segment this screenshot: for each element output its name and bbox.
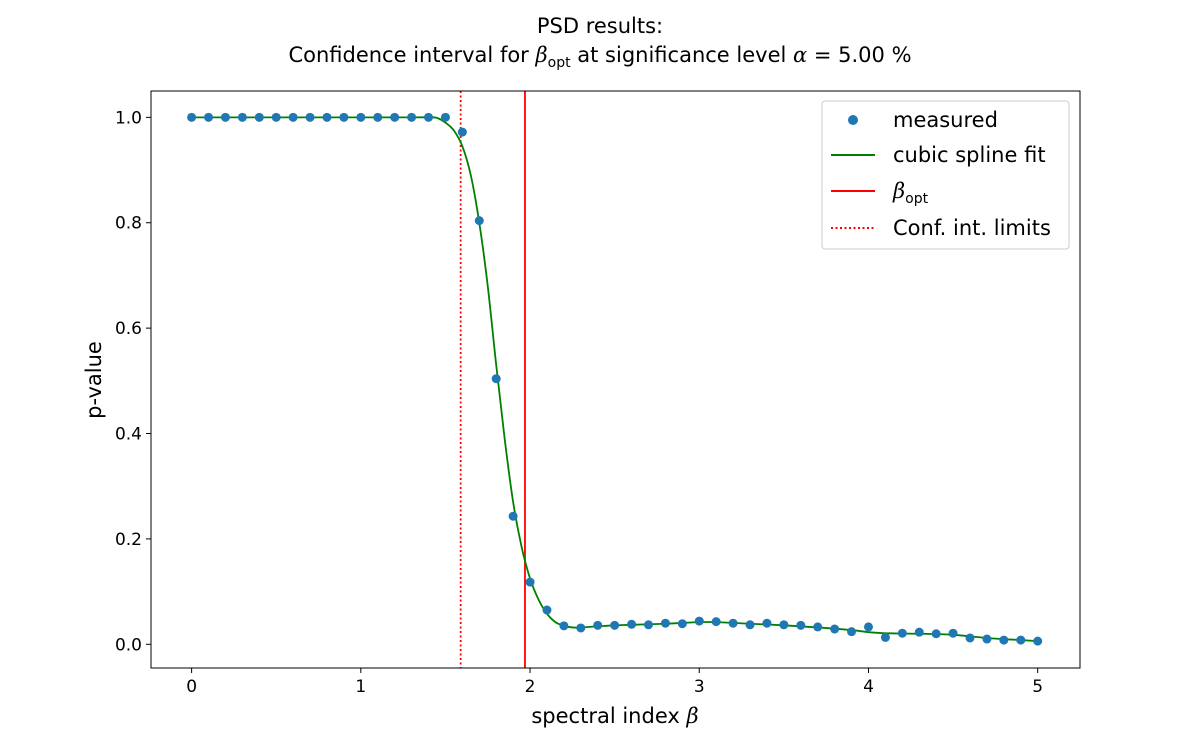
measured-point: [880, 632, 890, 642]
measured-point: [322, 112, 332, 122]
legend-opt-subscript: opt: [905, 191, 928, 207]
measured-point: [491, 374, 501, 384]
measured-point: [1033, 636, 1043, 646]
measured-point: [390, 112, 400, 122]
measured-point: [339, 112, 349, 122]
y-tick-label: 0.6: [115, 319, 142, 339]
measured-point: [204, 112, 214, 122]
measured-point: [525, 577, 535, 587]
legend-label-measured: measured: [893, 108, 998, 132]
measured-point: [542, 605, 552, 615]
measured-point: [305, 112, 315, 122]
chart-title-line1: PSD results:: [537, 14, 663, 38]
y-tick-label: 0.2: [115, 530, 142, 550]
measured-point: [559, 621, 569, 631]
y-tick-label: 0.0: [115, 635, 142, 655]
measured-point: [576, 623, 586, 633]
measured-point: [931, 629, 941, 639]
measured-point: [897, 628, 907, 638]
measured-point: [948, 628, 958, 638]
measured-point: [474, 216, 484, 226]
x-tick-label: 0: [186, 677, 197, 697]
x-axis-label: spectral index β: [531, 704, 698, 728]
title-beta-symbol: β: [535, 43, 548, 67]
x-tick-label: 4: [863, 677, 874, 697]
plot-frame: [150, 90, 1081, 669]
y-axis-ticks: 0.0 0.2 0.4 0.6 0.8 1.0: [115, 108, 151, 655]
measured-point: [457, 127, 467, 137]
measured-point: [356, 112, 366, 122]
measured-point: [220, 112, 230, 122]
spline-fit-line: [191, 116, 1038, 643]
title-middle: at significance level: [571, 43, 793, 67]
chart-title-line2: Confidence interval for βopt at signific…: [288, 43, 911, 71]
legend-marker-measured: [848, 115, 858, 125]
legend-label-limits: Conf. int. limits: [893, 216, 1051, 240]
measured-point: [745, 620, 755, 630]
measured-point: [999, 635, 1009, 645]
measured-point: [863, 622, 873, 632]
measured-point: [508, 511, 518, 521]
title-opt-subscript: opt: [548, 55, 571, 71]
measured-point: [982, 634, 992, 644]
x-tick-label: 3: [694, 677, 705, 697]
legend-beta-symbol: β: [892, 179, 905, 203]
measured-point: [610, 620, 620, 630]
measured-point: [237, 112, 247, 122]
measured-point: [643, 620, 653, 630]
measured-point: [373, 112, 383, 122]
measured-point: [288, 112, 298, 122]
measured-point: [1016, 635, 1026, 645]
title-prefix: Confidence interval for: [288, 43, 535, 67]
measured-point: [813, 622, 823, 632]
x-axis-ticks: 0 1 2 3 4 5: [186, 668, 1043, 697]
measured-point: [254, 112, 264, 122]
measured-point: [694, 616, 704, 626]
measured-points-layer: [187, 112, 1043, 646]
measured-point: [728, 618, 738, 628]
y-tick-label: 0.4: [115, 425, 142, 445]
x-tick-label: 1: [355, 677, 366, 697]
measured-point: [914, 627, 924, 637]
measured-point: [424, 112, 434, 122]
measured-point: [660, 618, 670, 628]
measured-point: [271, 112, 281, 122]
spline-fit-layer: [191, 116, 1038, 643]
reference-lines: [459, 91, 526, 668]
measured-point: [627, 619, 637, 629]
measured-point: [677, 619, 687, 629]
y-tick-label: 0.8: [115, 214, 142, 234]
measured-point: [796, 620, 806, 630]
x-axis-label-text: spectral index: [531, 704, 686, 728]
measured-point: [711, 617, 721, 627]
measured-point: [407, 112, 417, 122]
measured-point: [762, 618, 772, 628]
legend-label-beta-opt: βopt: [892, 179, 929, 207]
x-axis-label-symbol: β: [685, 704, 698, 728]
y-axis-label: p-value: [82, 341, 106, 419]
title-alpha-symbol: α: [793, 43, 807, 67]
legend: measured cubic spline fit βopt Conf. int…: [821, 100, 1070, 250]
legend-label-spline: cubic spline fit: [893, 143, 1046, 167]
title-value: = 5.00 %: [807, 43, 911, 67]
measured-point: [593, 620, 603, 630]
measured-point: [830, 624, 840, 634]
legend-box: [821, 100, 1070, 250]
measured-point: [440, 112, 450, 122]
measured-point: [779, 620, 789, 630]
measured-point: [187, 112, 197, 122]
y-tick-label: 1.0: [115, 108, 142, 128]
measured-point: [965, 633, 975, 643]
measured-point: [847, 627, 857, 637]
x-tick-label: 2: [525, 677, 536, 697]
x-tick-label: 5: [1032, 677, 1043, 697]
